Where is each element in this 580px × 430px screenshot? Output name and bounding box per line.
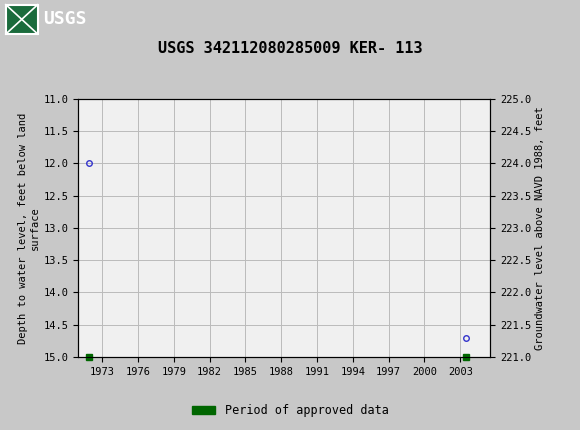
Y-axis label: Groundwater level above NAVD 1988, feet: Groundwater level above NAVD 1988, feet [535, 106, 545, 350]
Text: USGS 342112080285009 KER- 113: USGS 342112080285009 KER- 113 [158, 41, 422, 56]
Legend: Period of approved data: Period of approved data [187, 399, 393, 422]
Bar [6, 5, 38, 34]
Y-axis label: Depth to water level, feet below land
surface: Depth to water level, feet below land su… [18, 112, 39, 344]
Text: USGS: USGS [44, 10, 87, 28]
